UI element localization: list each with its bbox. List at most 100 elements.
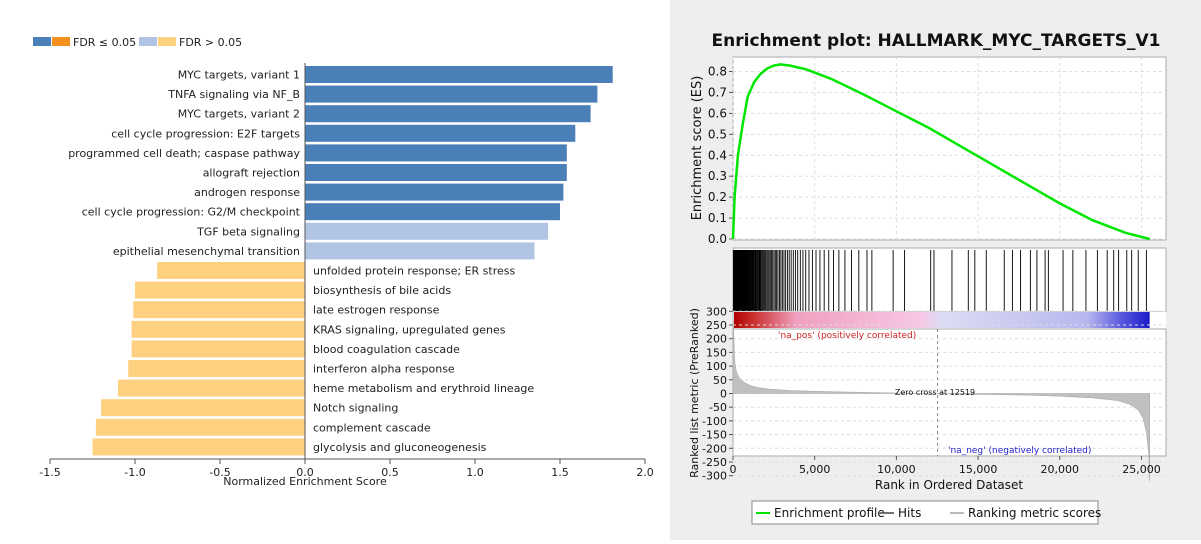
x-tick-label: 2.0 xyxy=(636,466,654,479)
nes-bar xyxy=(92,438,305,456)
zero-cross-label: Zero cross at 12519 xyxy=(895,388,975,397)
metric-y-tick-label: 0 xyxy=(720,388,727,401)
legend-label-sig: FDR ≤ 0.05 xyxy=(73,36,136,49)
legend-label-hits: Hits xyxy=(898,506,921,520)
es-y-axis-label: Enrichment score (ES) xyxy=(690,76,705,221)
nes-bar xyxy=(305,222,549,240)
metric-y-tick-label: -300 xyxy=(702,470,727,483)
metric-y-tick-label: -200 xyxy=(702,442,727,455)
category-label: MYC targets, variant 1 xyxy=(178,69,300,82)
x-tick-label: 1.5 xyxy=(551,466,569,479)
nes-bar xyxy=(131,320,305,338)
es-panel xyxy=(732,56,1167,241)
nes-bar xyxy=(118,379,305,397)
hits-panel xyxy=(732,247,1167,313)
category-label: allograft rejection xyxy=(203,167,300,180)
es-y-tick-label: 0.4 xyxy=(708,148,727,162)
nes-bar xyxy=(133,301,305,319)
legend-label-enrichment: Enrichment profile xyxy=(774,506,885,520)
nes-bar xyxy=(305,66,613,83)
x-tick-label: 0.0 xyxy=(296,466,314,479)
category-label: heme metabolism and erythroid lineage xyxy=(313,382,534,395)
nes-bar-chart: FDR ≤ 0.05 FDR > 0.05 MYC targets, varia… xyxy=(33,36,654,488)
metric-y-tick-label: 150 xyxy=(706,346,727,359)
metric-y-tick-label: 50 xyxy=(713,374,727,387)
category-label: MYC targets, variant 2 xyxy=(178,108,300,121)
fdr-legend: FDR ≤ 0.05 FDR > 0.05 xyxy=(33,36,242,49)
category-label: epithelial mesenchymal transition xyxy=(113,245,300,258)
x-tick-label: 0 xyxy=(730,463,737,476)
category-label: androgen response xyxy=(194,186,300,199)
heat-neg-label: 'na_neg' (negatively correlated) xyxy=(948,446,1091,456)
metric-y-tick-label: -100 xyxy=(702,415,727,428)
category-label: blood coagulation cascade xyxy=(313,343,460,356)
legend-swatch-sig-neg xyxy=(52,37,70,46)
category-label: TGF beta signaling xyxy=(196,225,300,238)
ranking-metric-area xyxy=(732,311,1150,482)
es-y-tick-label: 0.5 xyxy=(708,127,727,141)
es-y-tick-label: 0.8 xyxy=(708,65,727,79)
legend-label-nonsig: FDR > 0.05 xyxy=(179,36,242,49)
nes-bar xyxy=(131,340,305,358)
gsea-enrichment-plot: Enrichment plot: HALLMARK_MYC_TARGETS_V1… xyxy=(688,31,1167,525)
metric-y-tick-label: -150 xyxy=(702,429,727,442)
x-tick-label: -1.5 xyxy=(39,466,60,479)
x-tick-label: 15,000 xyxy=(959,463,998,476)
nes-bar xyxy=(305,105,591,123)
gsea-enrichment-plot-panel: Enrichment plot: HALLMARK_MYC_TARGETS_V1… xyxy=(670,0,1201,540)
category-label: biosynthesis of bile acids xyxy=(313,284,451,297)
category-label: cell cycle progression: G2/M checkpoint xyxy=(82,206,301,219)
x-tick-label: 25,000 xyxy=(1122,463,1161,476)
heat-gradient xyxy=(734,312,1150,328)
category-label: late estrogen response xyxy=(313,304,440,317)
nes-bar xyxy=(128,360,305,377)
nes-bar xyxy=(157,262,305,279)
x-tick-label: 10,000 xyxy=(877,463,916,476)
metric-y-tick-label: 250 xyxy=(706,319,727,332)
legend-swatch-nonsig-pos xyxy=(139,37,157,46)
legend-swatch-nonsig-neg xyxy=(158,37,176,46)
category-label: KRAS signaling, upregulated genes xyxy=(313,323,506,336)
es-y-tick-label: 0.7 xyxy=(708,85,727,99)
plot-legend: Enrichment profile Hits Ranking metric s… xyxy=(751,500,1101,525)
x-tick-label: -0.5 xyxy=(209,466,230,479)
legend-swatch-sig-pos xyxy=(33,37,51,46)
x-axis-label: Rank in Ordered Dataset xyxy=(875,478,1023,492)
es-y-tick-label: 0.2 xyxy=(708,190,727,204)
category-label: TNFA signaling via NF_B xyxy=(167,88,300,101)
x-tick-label: -1.0 xyxy=(124,466,145,479)
metric-y-tick-label: 300 xyxy=(706,305,727,318)
category-label: cell cycle progression: E2F targets xyxy=(111,127,300,140)
nes-bar xyxy=(95,418,306,436)
es-y-tick-label: 0.1 xyxy=(708,211,727,225)
nes-bar xyxy=(305,183,564,201)
nes-bar xyxy=(305,144,567,162)
es-y-tick-label: 0.3 xyxy=(708,169,727,183)
x-tick-label: 5,000 xyxy=(799,463,831,476)
x-axis-label: Normalized Enrichment Score xyxy=(223,475,387,488)
category-label: glycolysis and gluconeogenesis xyxy=(313,441,487,454)
category-label: programmed cell death; caspase pathway xyxy=(68,147,300,160)
nes-bar xyxy=(305,85,598,103)
category-label: complement cascade xyxy=(313,421,431,434)
nes-bar xyxy=(305,164,567,181)
es-y-tick-label: 0.0 xyxy=(708,232,727,246)
nes-bar-chart-panel: FDR ≤ 0.05 FDR > 0.05 MYC targets, varia… xyxy=(33,36,654,488)
metric-y-tick-label: 200 xyxy=(706,333,727,346)
legend-box xyxy=(751,500,1099,525)
plot-title: Enrichment plot: HALLMARK_MYC_TARGETS_V1 xyxy=(712,31,1161,51)
metric-y-tick-label: -50 xyxy=(709,401,727,414)
es-y-tick-label: 0.6 xyxy=(708,106,727,120)
heat-pos-label: 'na_pos' (positively correlated) xyxy=(778,331,916,341)
category-label: interferon alpha response xyxy=(313,363,455,376)
category-label: Notch signaling xyxy=(313,402,398,415)
metric-y-tick-label: 100 xyxy=(706,360,727,373)
nes-bar xyxy=(101,399,305,417)
nes-bar xyxy=(305,242,535,260)
x-tick-label: 20,000 xyxy=(1041,463,1080,476)
nes-bar xyxy=(305,203,560,221)
metric-y-tick-label: -250 xyxy=(702,456,727,469)
x-tick-label: 1.0 xyxy=(466,466,484,479)
nes-bar xyxy=(135,281,305,299)
x-tick-label: 0.5 xyxy=(381,466,399,479)
